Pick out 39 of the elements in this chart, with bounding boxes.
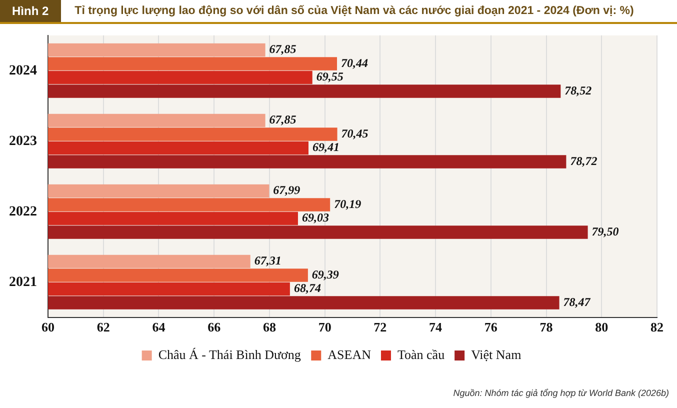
data-label: 78,47 <box>563 294 592 309</box>
data-label: 69,39 <box>312 267 339 282</box>
y-tick-label: 2022 <box>9 204 37 220</box>
legend-label: Châu Á - Thái Bình Dương <box>158 346 302 362</box>
data-label: 69,03 <box>302 210 329 225</box>
y-tick-label: 2024 <box>9 63 37 78</box>
x-tick-label: 68 <box>262 320 276 335</box>
data-label: 69,41 <box>312 140 340 154</box>
x-tick-label: 76 <box>484 320 498 335</box>
data-label: 67,31 <box>254 254 282 268</box>
x-tick-label: 82 <box>650 320 664 335</box>
data-label: 79,50 <box>592 224 619 238</box>
data-label: 67,85 <box>269 112 296 127</box>
x-tick-label: 64 <box>152 320 166 335</box>
chart-subtitle: Tỉ trọng lực lượng lao động so với dân số của Việt Nam và các nước giai đoạn 2021 - 2024 (Đơn vị: %) <box>74 5 634 17</box>
x-tick-label: 66 <box>208 320 222 335</box>
text: Nguồn: Nhóm tác giả tổng hợp từ World Bank (2026b) <box>453 388 669 398</box>
data-label: 70,45 <box>341 126 368 140</box>
x-tick-label: 60 <box>42 320 54 335</box>
legend-label: Toàn cầu <box>397 346 446 362</box>
data-label: 67,99 <box>273 183 300 198</box>
y-tick-label: 2023 <box>9 134 37 149</box>
x-tick-label: 70 <box>318 320 332 335</box>
data-label: 68,74 <box>294 281 321 296</box>
data-label: 78,72 <box>570 154 598 168</box>
x-tick-label: 74 <box>429 320 443 335</box>
y-tick-label: 2021 <box>9 274 37 290</box>
x-tick-label: 62 <box>96 320 110 335</box>
legend-label: Việt Nam <box>471 346 522 362</box>
data-label: 70,19 <box>334 196 362 211</box>
x-tick-label: 78 <box>540 320 554 335</box>
data-label: 78,52 <box>564 83 592 98</box>
x-tick-label: 72 <box>374 320 387 335</box>
legend-label: ASEAN <box>328 346 372 362</box>
data-label: 69,55 <box>316 70 344 84</box>
data-label: 70,44 <box>341 56 368 70</box>
chart-title: Hình 2 <box>0 0 61 22</box>
x-tick-label: 80 <box>595 320 608 335</box>
data-label: 67,85 <box>269 42 296 56</box>
